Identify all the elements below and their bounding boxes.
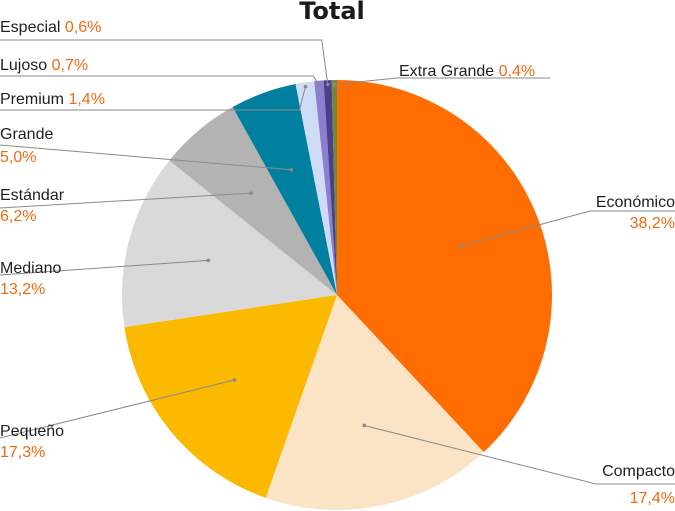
leader-dot [325,82,330,87]
leader-dot [332,82,337,87]
pie-slice-pequeño [124,295,338,498]
leader-line [0,379,235,439]
slice-label-value: 6,2% [0,208,36,225]
leader-line [0,144,292,171]
slice-label-value: 5,0% [0,149,36,166]
leader-line [0,75,320,86]
slice-label-name: Grande [0,126,53,143]
leader-dot [232,378,237,382]
pie-slice-extra-grande [331,80,337,295]
leader-line [0,259,209,276]
pie-slice-especial [323,80,337,296]
slice-label-name: Mediano [0,260,61,277]
slice-label-value: 13,2% [0,281,45,298]
slice-label-value: 17,3% [0,444,45,461]
slice-label: Lujoso 0,7% [0,57,88,74]
leader-line [0,192,252,209]
slice-label-name: Económico [596,194,675,211]
leader-line [364,424,675,485]
pie-slice-premium [295,81,337,295]
slice-label: Extra Grande 0,4% [399,63,535,80]
slice-label: Premium 1,4% [0,91,105,108]
pie-slice-económico [337,80,552,453]
slice-label-value: 38,2% [630,215,675,232]
chart-title: Total [299,0,365,25]
pie-slice-mediano [122,160,337,328]
leader-lines [0,39,675,485]
leader-line [460,210,675,247]
pie-slice-lujoso [314,80,337,295]
pie-slice-compacto [265,295,484,510]
leader-dot [459,244,463,248]
leader-line [334,77,550,85]
pie-slices [122,80,552,510]
leader-dot [249,191,253,195]
leader-line [0,39,329,85]
slice-label: Especial 0,6% [0,19,101,36]
slice-label-name: Pequeño [0,423,64,440]
leader-line [0,86,306,111]
slice-label-name: Compacto [602,463,675,480]
leader-dot [362,423,367,428]
pie-slice-grande [232,84,337,295]
leader-dot [206,258,211,263]
leader-dot [289,168,294,172]
pie-slice-estándar [169,107,337,295]
slice-label-value: 17,4% [630,490,675,507]
slice-labels: Económico 38,2% Compacto 17,4% Pequeño 17,3% M… [0,19,675,507]
slice-label-name: Estándar [0,187,65,204]
leader-dot [317,83,322,87]
leader-dot [303,84,308,89]
